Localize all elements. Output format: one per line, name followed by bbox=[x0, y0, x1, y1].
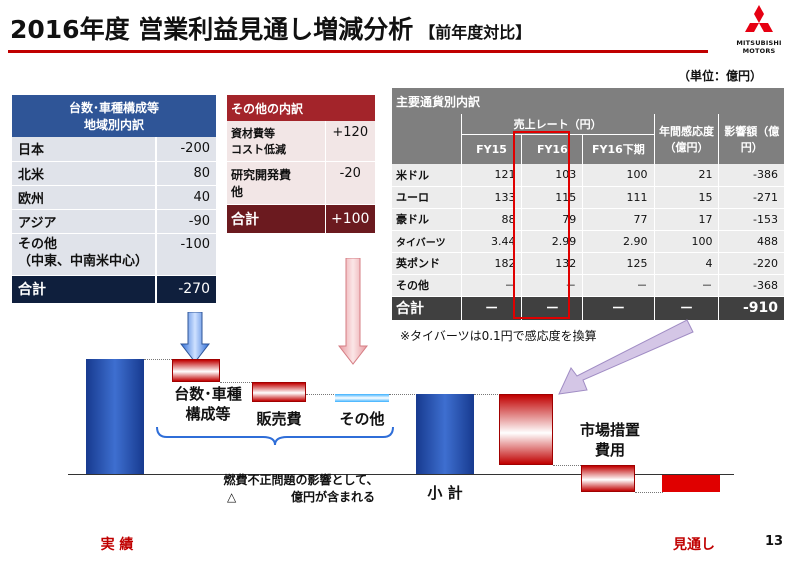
table-total-row: 合計 +100 bbox=[227, 204, 375, 234]
currency-breakdown-table: 主要通貨別内訳 売上レート（円） 年間感応度（億円） 影響額（億円） FY15 … bbox=[392, 88, 784, 321]
label-volume-mix: 台数･車種 構成等 bbox=[174, 385, 242, 423]
table-row: アジア -90 bbox=[12, 209, 216, 234]
table-row: 欧州 40 bbox=[12, 185, 216, 210]
label-market-measures: 市場措置 費用 bbox=[579, 421, 640, 459]
impact-header: 影響額（億円） bbox=[718, 114, 784, 164]
table-row: その他－－－－ -368 bbox=[392, 274, 784, 297]
page-number: 13 bbox=[764, 534, 784, 549]
currency-note: ※タイバーツは0.1円で感応度を換算 bbox=[400, 329, 597, 343]
brand-logo: MITSUBISHI MOTORS bbox=[728, 4, 790, 55]
down-arrow-blue-icon bbox=[180, 312, 210, 363]
table-row: 米ドル 121 103 100 21 -386 bbox=[392, 164, 784, 187]
table-total-row: 合計 -270 bbox=[12, 275, 216, 304]
bar-subtotal bbox=[416, 394, 474, 474]
region-breakdown-table: 台数･車種構成等 地域別内訳 日本 -200 北米 80 欧州 40 アジア -90 その… bbox=[12, 95, 216, 304]
label-other: その他 bbox=[339, 410, 385, 428]
other-table-header: その他の内訳 bbox=[227, 95, 375, 121]
bar-forecast bbox=[662, 475, 720, 492]
table-row: ユーロ 133 115 111 15 -271 bbox=[392, 186, 784, 209]
table-row: タイバーツ 3.44 2.99 2.90 100 488 bbox=[392, 230, 784, 253]
bracket-brace-icon bbox=[156, 426, 394, 446]
diagonal-arrow-purple-icon bbox=[558, 319, 694, 395]
bar-forex bbox=[499, 394, 553, 465]
label-subtotal: 小 計 bbox=[427, 484, 463, 502]
page-title: 2016年度 営業利益見通し増減分析 【前年度対比】 bbox=[10, 10, 531, 46]
bar-sales-expense bbox=[252, 382, 306, 402]
title-text: 2016年度 営業利益見通し増減分析 bbox=[10, 15, 414, 44]
sensitivity-header: 年間感応度（億円） bbox=[653, 114, 719, 164]
unit-label: （単位：億円） bbox=[678, 69, 763, 83]
three-diamonds-icon bbox=[745, 5, 773, 32]
table-row: 北米 80 bbox=[12, 161, 216, 186]
table-row: 研究開発費他 -20 bbox=[227, 161, 375, 205]
chart-baseline bbox=[68, 474, 734, 475]
label-sales-expense: 販売費 bbox=[256, 410, 302, 428]
table-total-row: 合計－－－－ -910 bbox=[392, 296, 784, 321]
down-arrow-pink-icon bbox=[338, 258, 368, 365]
title-subtitle: 【前年度対比】 bbox=[419, 23, 532, 42]
label-actual: 実 績 bbox=[100, 537, 134, 553]
currency-table-header: 主要通貨別内訳 bbox=[392, 88, 784, 114]
table-row: その他 （中東、中南米中心） -100 bbox=[12, 233, 216, 276]
title-rule bbox=[8, 50, 708, 53]
bar-market-measures bbox=[581, 465, 635, 492]
bar-volume-mix bbox=[172, 359, 220, 382]
bar-actual bbox=[86, 359, 144, 474]
rate-header: 売上レート（円） bbox=[460, 114, 654, 134]
table-row: 豪ドル 88 79 77 17 -153 bbox=[392, 208, 784, 231]
label-forecast: 見通し bbox=[673, 537, 715, 553]
region-table-header: 台数･車種構成等 地域別内訳 bbox=[12, 95, 216, 137]
brand-name: MITSUBISHI MOTORS bbox=[736, 39, 782, 55]
table-row: 資材費等 コスト低減 +120 bbox=[227, 121, 375, 162]
bar-other bbox=[335, 394, 389, 402]
table-row: 英ポンド 182 132 125 4 -220 bbox=[392, 252, 784, 275]
other-breakdown-table: その他の内訳 資材費等 コスト低減 +120 研究開発費他 -20 合計 +100 bbox=[227, 95, 375, 234]
fy16-highlight-box bbox=[513, 131, 570, 319]
fuel-economy-note: 燃費不正問題の影響として、 △ 億円が含まれる bbox=[223, 473, 379, 504]
table-row: 日本 -200 bbox=[12, 137, 216, 162]
